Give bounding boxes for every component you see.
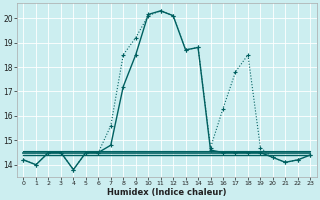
X-axis label: Humidex (Indice chaleur): Humidex (Indice chaleur): [107, 188, 227, 197]
